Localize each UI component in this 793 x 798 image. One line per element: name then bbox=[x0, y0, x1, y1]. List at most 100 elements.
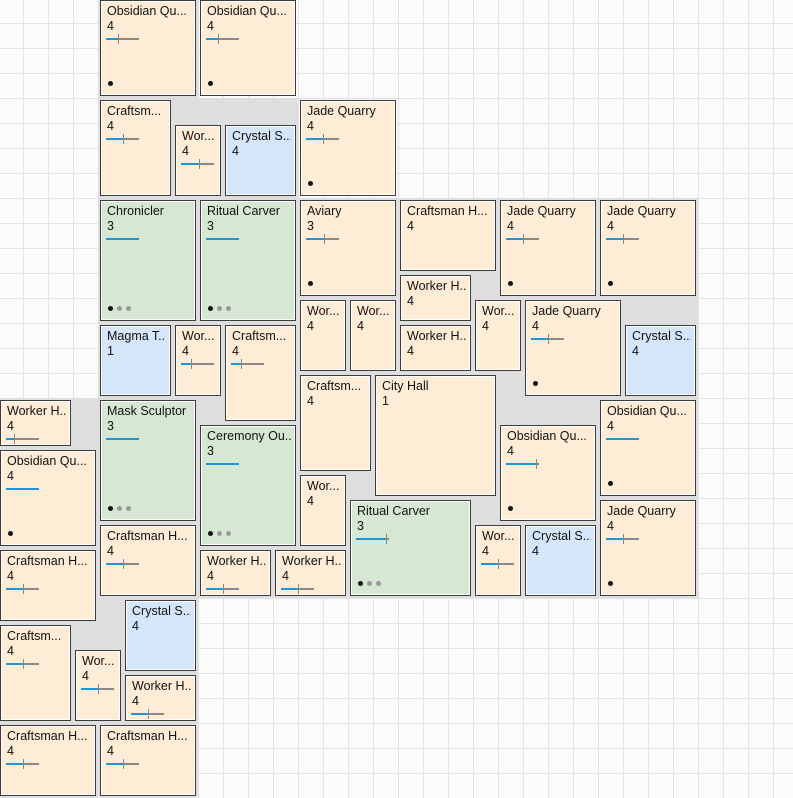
building-card-craftsman-h[interactable]: Craftsman H... 4 bbox=[100, 725, 196, 796]
building-card-jade-quarry[interactable]: Jade Quarry 4 bbox=[500, 200, 596, 296]
building-card-ritual-carver[interactable]: Ritual Carver 3 bbox=[350, 500, 471, 596]
status-dot-filled bbox=[108, 506, 113, 511]
progress-marker bbox=[23, 759, 24, 769]
building-name: Crystal S... bbox=[132, 604, 191, 618]
building-card-mask-sculptor[interactable]: Mask Sculptor 3 bbox=[100, 400, 196, 521]
building-level: 4 bbox=[182, 144, 189, 158]
building-card-chronicler[interactable]: Chronicler 3 bbox=[100, 200, 196, 321]
building-card-jade-quarry[interactable]: Jade Quarry 4 bbox=[300, 100, 396, 196]
building-card-craftsman-h[interactable]: Craftsman H... 4 bbox=[0, 725, 96, 796]
building-card-magma-t[interactable]: Magma T... 1 bbox=[100, 325, 171, 396]
progress-bar bbox=[306, 234, 339, 244]
status-dot-empty bbox=[117, 506, 122, 511]
progress-fill bbox=[106, 763, 123, 765]
building-level: 3 bbox=[107, 219, 114, 233]
progress-fill bbox=[481, 563, 498, 565]
building-card-wor[interactable]: Wor... 4 bbox=[300, 475, 346, 546]
building-card-wor[interactable]: Wor... 4 bbox=[175, 325, 221, 396]
progress-remaining bbox=[523, 238, 539, 240]
progress-marker bbox=[218, 34, 219, 44]
building-card-craftsman-h[interactable]: Craftsman H... 4 bbox=[100, 525, 196, 596]
progress-remaining bbox=[98, 688, 114, 690]
building-level: 3 bbox=[307, 219, 314, 233]
progress-bar bbox=[356, 534, 389, 544]
status-dot-filled bbox=[208, 531, 213, 536]
building-card-obsidian-qu[interactable]: Obsidian Qu... 4 bbox=[100, 0, 196, 96]
progress-remaining bbox=[118, 38, 139, 40]
progress-remaining bbox=[223, 588, 239, 590]
progress-remaining bbox=[623, 538, 639, 540]
building-card-wor[interactable]: Wor... 4 bbox=[475, 300, 521, 371]
building-card-city-hall[interactable]: City Hall 1 bbox=[375, 375, 496, 496]
building-card-craftsm[interactable]: Craftsm... 4 bbox=[100, 100, 171, 196]
building-level: 4 bbox=[7, 744, 14, 758]
building-card-crystal-s[interactable]: Crystal S... 4 bbox=[125, 600, 196, 671]
building-name: Wor... bbox=[307, 304, 340, 318]
progress-marker bbox=[123, 559, 124, 569]
progress-bar bbox=[131, 709, 164, 719]
progress-fill bbox=[206, 238, 239, 240]
building-name: Wor... bbox=[482, 529, 515, 543]
progress-bar bbox=[106, 238, 139, 240]
building-card-craftsm[interactable]: Craftsm... 4 bbox=[300, 375, 371, 471]
building-card-wor[interactable]: Wor... 4 bbox=[475, 525, 521, 596]
building-card-obsidian-qu[interactable]: Obsidian Qu... 4 bbox=[500, 425, 596, 521]
building-level: 4 bbox=[407, 219, 414, 233]
building-name: Ritual Carver bbox=[357, 504, 430, 518]
progress-bar bbox=[81, 684, 114, 694]
building-card-worker-h[interactable]: Worker H... 4 bbox=[400, 275, 471, 321]
building-card-jade-quarry[interactable]: Jade Quarry 4 bbox=[525, 300, 621, 396]
progress-remaining bbox=[123, 763, 139, 765]
building-card-worker-h[interactable]: Worker H... 4 bbox=[200, 550, 271, 596]
building-card-wor[interactable]: Wor... 4 bbox=[300, 300, 346, 371]
building-card-obsidian-qu[interactable]: Obsidian Qu... 4 bbox=[600, 400, 696, 496]
progress-bar bbox=[606, 234, 639, 244]
progress-fill bbox=[106, 38, 118, 40]
building-card-wor[interactable]: Wor... 4 bbox=[75, 650, 121, 721]
building-level: 4 bbox=[232, 144, 239, 158]
building-name: Craftsman H... bbox=[7, 729, 88, 743]
building-level: 3 bbox=[207, 219, 214, 233]
progress-marker bbox=[241, 359, 242, 369]
building-card-wor[interactable]: Wor... 4 bbox=[175, 125, 221, 196]
building-card-worker-h[interactable]: Worker H... 4 bbox=[400, 325, 471, 371]
building-level: 4 bbox=[407, 294, 414, 308]
building-card-worker-h[interactable]: Worker H... 4 bbox=[0, 400, 71, 446]
building-name: Obsidian Qu... bbox=[507, 429, 587, 443]
building-card-worker-h[interactable]: Worker H... 4 bbox=[275, 550, 346, 596]
building-card-aviary[interactable]: Aviary 3 bbox=[300, 200, 396, 296]
progress-bar bbox=[206, 238, 239, 240]
building-card-crystal-s[interactable]: Crystal S... 4 bbox=[625, 325, 696, 396]
building-name: Obsidian Qu... bbox=[7, 454, 87, 468]
progress-bar bbox=[106, 438, 139, 440]
progress-fill bbox=[306, 138, 323, 140]
building-card-craftsman-h[interactable]: Craftsman H... 4 bbox=[400, 200, 496, 271]
progress-remaining bbox=[148, 713, 164, 715]
building-card-craftsm[interactable]: Craftsm... 4 bbox=[225, 325, 296, 421]
progress-remaining bbox=[498, 563, 514, 565]
building-card-craftsm[interactable]: Craftsm... 4 bbox=[0, 625, 71, 721]
building-name: Jade Quarry bbox=[507, 204, 576, 218]
building-level: 3 bbox=[357, 519, 364, 533]
progress-remaining bbox=[536, 463, 539, 465]
building-card-crystal-s[interactable]: Crystal S... 4 bbox=[525, 525, 596, 596]
building-card-wor[interactable]: Wor... 4 bbox=[350, 300, 396, 371]
building-name: Craftsm... bbox=[107, 104, 162, 118]
building-name: Worker H... bbox=[407, 279, 466, 293]
building-card-craftsman-h[interactable]: Craftsman H... 4 bbox=[0, 550, 96, 621]
building-card-ceremony-ou[interactable]: Ceremony Ou... 3 bbox=[200, 425, 296, 546]
status-dot-empty bbox=[226, 531, 231, 536]
progress-remaining bbox=[14, 438, 39, 440]
building-card-ritual-carver[interactable]: Ritual Carver 3 bbox=[200, 200, 296, 321]
building-card-crystal-s[interactable]: Crystal S... 4 bbox=[225, 125, 296, 196]
progress-bar bbox=[506, 459, 539, 469]
progress-fill bbox=[6, 663, 23, 665]
building-card-jade-quarry[interactable]: Jade Quarry 4 bbox=[600, 200, 696, 296]
building-card-worker-h[interactable]: Worker H... 4 bbox=[125, 675, 196, 721]
progress-bar bbox=[181, 159, 214, 169]
progress-marker bbox=[123, 134, 124, 144]
building-card-obsidian-qu[interactable]: Obsidian Qu... 4 bbox=[0, 450, 96, 546]
building-card-jade-quarry[interactable]: Jade Quarry 4 bbox=[600, 500, 696, 596]
progress-fill bbox=[6, 488, 39, 490]
building-card-obsidian-qu[interactable]: Obsidian Qu... 4 bbox=[200, 0, 296, 96]
